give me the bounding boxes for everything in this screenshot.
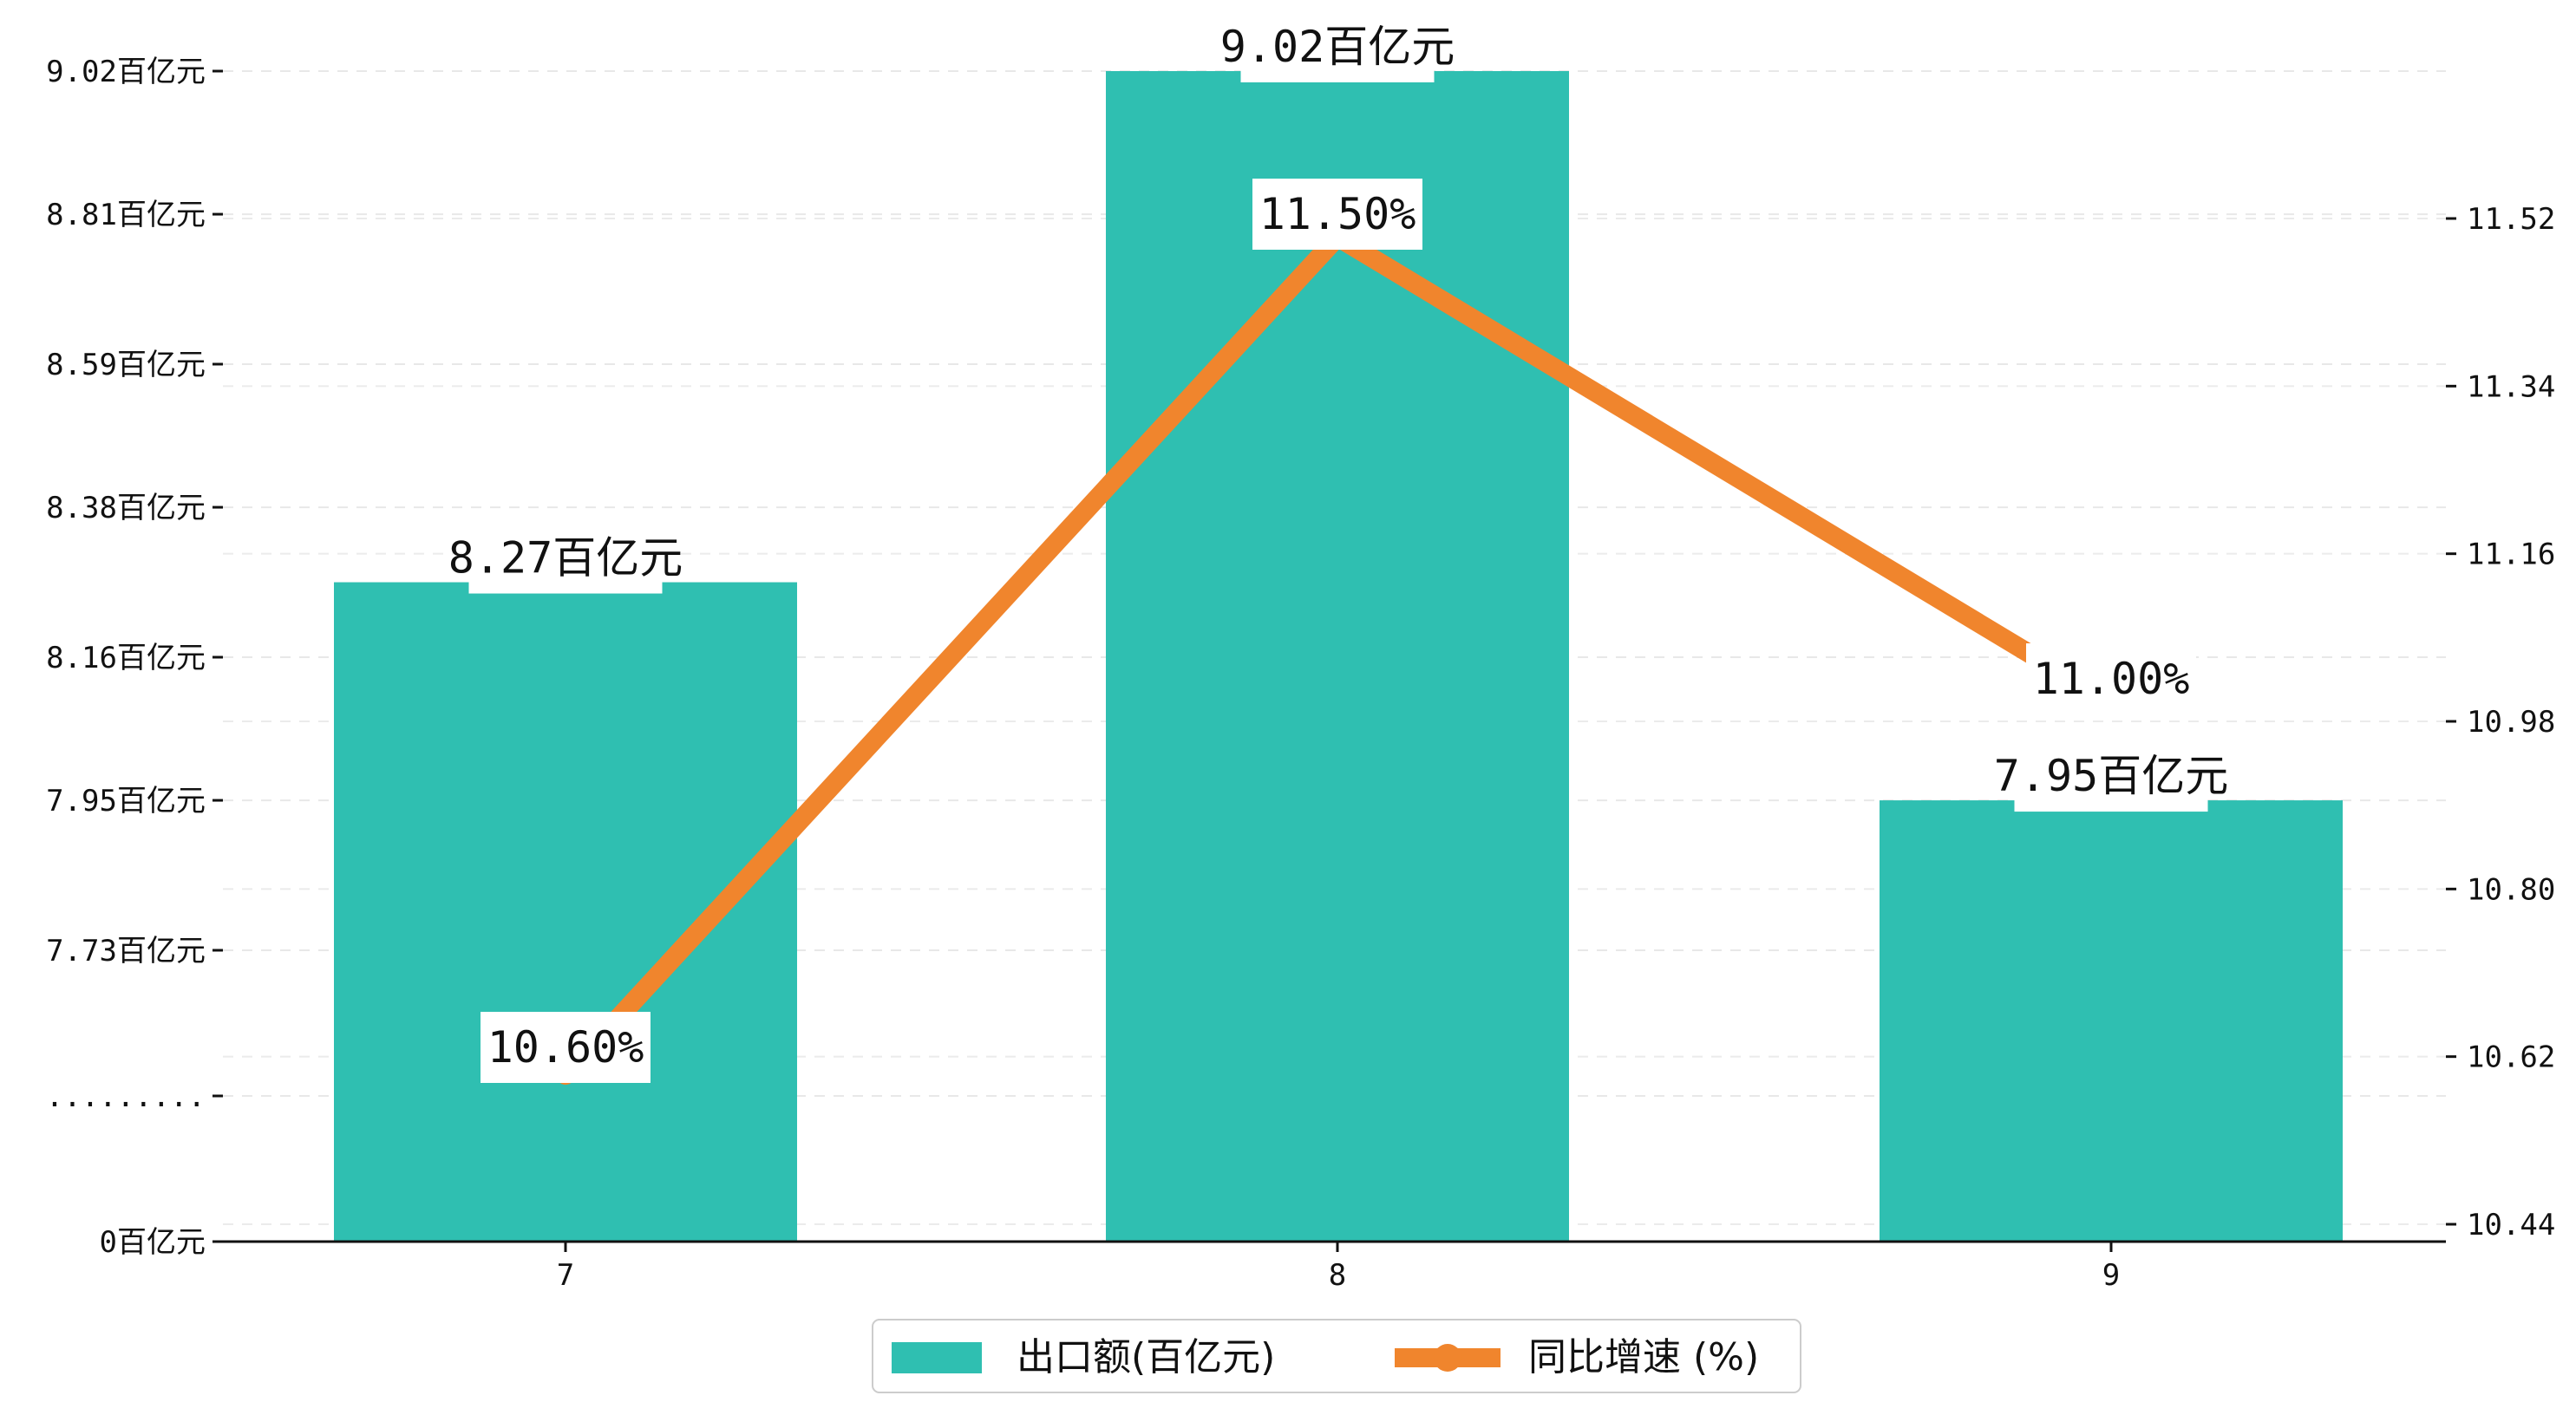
right-tick-label: 11.34: [2467, 369, 2555, 404]
legend-line-label: 同比增速 (%): [1528, 1335, 1759, 1379]
line-value-label-text: 10.60%: [487, 1022, 644, 1073]
left-tick-label: .........: [46, 1079, 206, 1114]
axes: 0百亿元......... 7.73百亿元 7.95百亿元 8.16百亿元 8.38百亿…: [46, 55, 2556, 1293]
bar-value-label-text: 8.27百亿元: [448, 533, 683, 584]
legend-line-marker: [1434, 1344, 1461, 1372]
x-tick-label: 8: [1329, 1258, 1346, 1293]
bar-9: [1880, 800, 2343, 1242]
x-tick-label: 9: [2102, 1258, 2120, 1293]
right-tick-label: 10.44: [2467, 1208, 2555, 1242]
x-tick-label: 7: [557, 1258, 574, 1293]
left-tick-label: 7.95百亿元: [46, 784, 206, 818]
left-tick-label: 0百亿元: [100, 1225, 206, 1260]
bar-value-label-text: 7.95百亿元: [1994, 751, 2228, 801]
right-tick-label: 10.80: [2467, 872, 2555, 907]
left-tick-label: 8.59百亿元: [46, 348, 206, 382]
bar-value-label-box: [2014, 740, 2208, 812]
left-tick-label: 8.38百亿元: [46, 491, 206, 525]
legend-box: [872, 1319, 1801, 1393]
bar-value-label-box: [468, 522, 663, 594]
line-value-label: 11.50%: [1252, 179, 1422, 250]
bar-value-label: 8.27百亿元: [448, 522, 683, 594]
left-tick-label: 8.81百亿元: [46, 198, 206, 232]
right-tick-label: 11.52: [2467, 202, 2555, 237]
left-tick-label: 8.16百亿元: [46, 641, 206, 675]
legend-bar-swatch: [892, 1342, 982, 1373]
line-value-label-box: [2026, 643, 2196, 714]
line-value-label-text: 11.50%: [1259, 189, 1416, 239]
left-tick-label: 7.73百亿元: [46, 934, 206, 968]
bar-value-label: 9.02百亿元: [1220, 11, 1455, 82]
right-tick-label: 10.98: [2467, 705, 2555, 740]
line-value-label-box: [481, 1012, 651, 1083]
right-tick-label: 11.16: [2467, 538, 2555, 572]
line-value-label-box: [1252, 179, 1422, 250]
legend: 出口额(百亿元) 同比增速 (%): [872, 1319, 1801, 1393]
line-value-label: 10.60%: [481, 1012, 651, 1083]
line-value-label: 11.00%: [2026, 643, 2196, 714]
bar-value-label-text: 9.02百亿元: [1220, 22, 1455, 72]
bar-8: [1106, 71, 1569, 1242]
right-tick-label: 10.62: [2467, 1040, 2555, 1075]
left-tick-label: 9.02百亿元: [46, 55, 206, 89]
bar-value-label-box: [1240, 11, 1435, 82]
legend-bar-label: 出口额(百亿元): [1017, 1335, 1275, 1379]
data-labels: 8.27百亿元 9.02百亿元 7.95百亿元 10.60% 11.50% 11.00%: [448, 11, 2228, 1083]
line-value-label-text: 11.00%: [2033, 654, 2190, 704]
bar-value-label: 7.95百亿元: [1994, 740, 2228, 812]
